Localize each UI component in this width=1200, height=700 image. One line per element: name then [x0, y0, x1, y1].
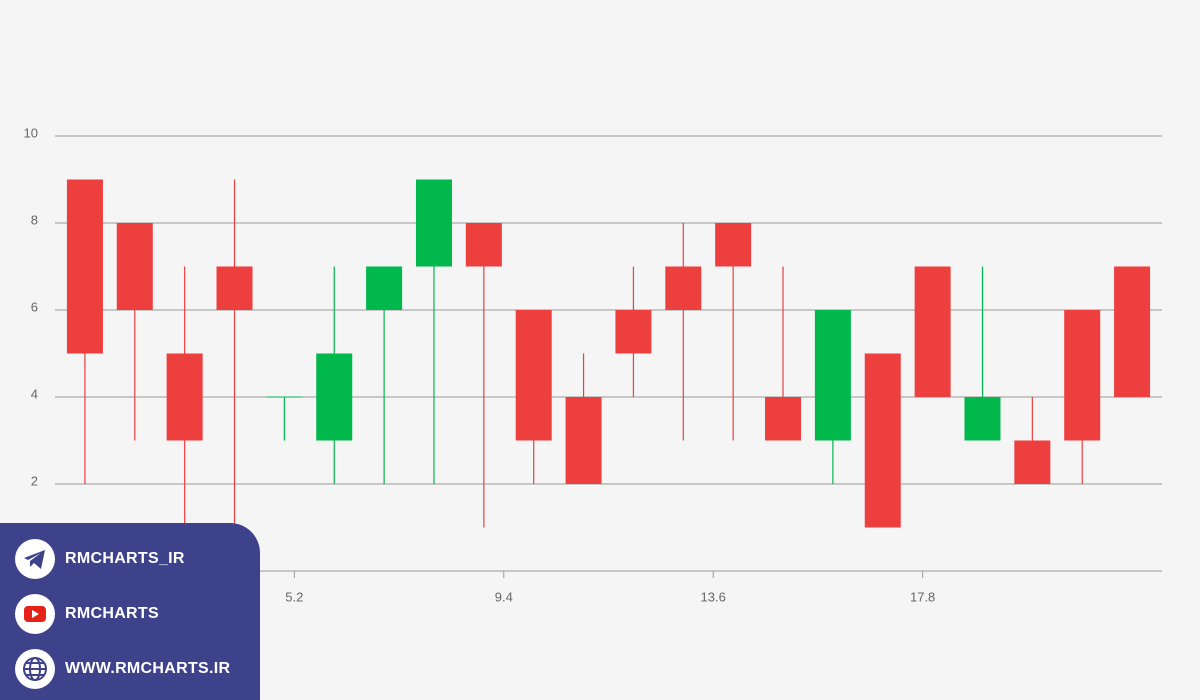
x-tick-label: 17.8 — [910, 589, 935, 604]
website-url: WWW.RMCHARTS.IR — [65, 660, 231, 677]
y-tick-label: 10 — [24, 125, 38, 140]
candle-body — [415, 179, 452, 267]
candle-body — [515, 310, 552, 441]
website-row: WWW.RMCHARTS.IR — [15, 649, 230, 689]
candle-body — [1114, 266, 1151, 397]
youtube-handle: RMCHARTS — [65, 605, 159, 622]
y-tick-label: 2 — [31, 473, 38, 488]
y-tick-label: 6 — [31, 299, 38, 314]
candle-body — [266, 396, 303, 398]
candle-body — [465, 223, 502, 267]
y-tick-label: 8 — [31, 212, 38, 227]
candle-body — [1064, 310, 1101, 441]
candle-body — [565, 397, 602, 484]
candle-body — [66, 179, 103, 354]
candle-body — [814, 310, 851, 441]
telegram-handle: RMCHARTS_IR — [65, 550, 185, 567]
candle-body — [166, 353, 203, 441]
candle-body — [615, 310, 652, 354]
candle-body — [715, 223, 752, 267]
candle-body — [366, 266, 403, 310]
x-tick-label: 5.2 — [285, 589, 303, 604]
candle-body — [964, 397, 1001, 441]
x-tick-label: 9.4 — [495, 589, 513, 604]
youtube-row: RMCHARTS — [15, 594, 159, 634]
candle-body — [765, 397, 802, 441]
candle-body — [216, 266, 253, 310]
candle-body — [116, 223, 153, 310]
telegram-icon — [15, 539, 55, 579]
y-tick-label: 4 — [31, 386, 38, 401]
telegram-row: RMCHARTS_IR — [15, 539, 185, 579]
youtube-icon — [15, 594, 55, 634]
candle-body — [864, 353, 901, 528]
branding-panel: RMCHARTS_IR RMCHARTS WWW.RMCHARTS.IR — [0, 523, 260, 700]
x-tick-label: 13.6 — [701, 589, 726, 604]
candle-body — [316, 353, 353, 441]
globe-icon — [15, 649, 55, 689]
candle-body — [1014, 440, 1051, 484]
candle-body — [665, 266, 702, 310]
candle-body — [914, 266, 951, 397]
